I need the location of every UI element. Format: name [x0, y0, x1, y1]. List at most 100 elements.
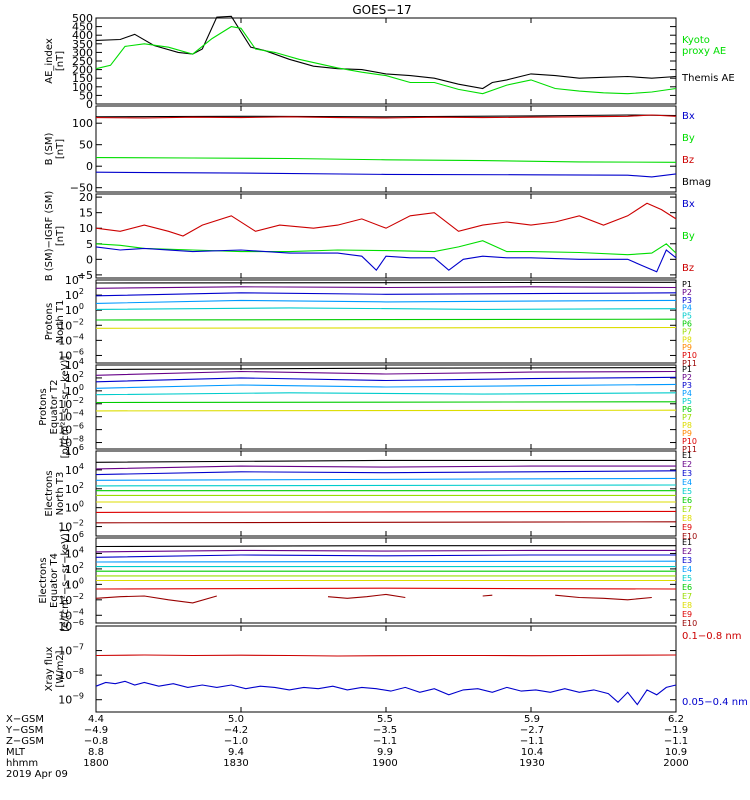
y-tick-exponent: 0	[79, 383, 84, 392]
series-line-e10d	[482, 594, 493, 597]
y-tick-exponent: −2	[72, 519, 84, 528]
x-row-label: hhmm	[6, 758, 38, 769]
x-tick-value: 1900	[372, 758, 397, 769]
legend-entry: E2	[682, 460, 692, 469]
y-axis-label: Electrons	[44, 470, 55, 516]
series-line-bmag	[95, 114, 677, 118]
legend-entry: P6	[682, 405, 692, 414]
y-tick-label: 0	[86, 160, 93, 173]
y-tick-exponent: −2	[72, 396, 84, 405]
series-line-e1	[95, 545, 676, 548]
series-line-bx	[95, 171, 677, 178]
legend-entry: E7	[682, 592, 692, 601]
y-tick-exponent: 4	[79, 545, 84, 554]
y-tick-exponent: −8	[72, 667, 84, 676]
legend-entry: E6	[682, 496, 692, 505]
y-tick-exponent: −7	[72, 643, 84, 652]
series-line-p1	[95, 281, 677, 284]
series-line-themis-ae	[95, 15, 677, 90]
x-tick-value: −4.9	[84, 725, 108, 736]
y-tick-exponent: 2	[79, 481, 84, 490]
series-line-p8	[95, 409, 677, 412]
legend-entry: Bx	[682, 111, 695, 122]
y-tick-exponent: 2	[79, 370, 84, 379]
series-line-e10	[95, 521, 677, 524]
legend-entry: P7	[682, 413, 692, 422]
date-label: 2019 Apr 09	[6, 769, 68, 780]
y-tick-exponent: 4	[79, 462, 84, 471]
legend-entry: Bz	[682, 263, 694, 274]
series-line-e3	[95, 554, 676, 558]
series-line-e10a	[95, 595, 217, 604]
series-line-e2	[95, 549, 676, 553]
legend-entry: By	[682, 133, 695, 144]
x-row-label: X−GSM	[6, 714, 44, 725]
legend-entry: By	[682, 231, 695, 242]
y-tick-exponent: −4	[72, 332, 84, 341]
legend-entry: Kyoto	[682, 35, 710, 46]
series-line-p2	[95, 370, 677, 376]
legend-entry: P8	[682, 335, 692, 344]
x-tick-value: −4.2	[224, 725, 248, 736]
x-tick-value: 1800	[83, 758, 108, 769]
legend-entry: E7	[682, 505, 692, 514]
y-tick-label: 100	[65, 500, 84, 515]
y-axis-label: Xray flux	[44, 647, 55, 692]
figure-title: GOES−17	[352, 3, 411, 17]
series-line-0-1-0-8-nm	[95, 654, 677, 657]
x-tick-value: 4.4	[88, 714, 104, 725]
y-axis-label: North T3	[55, 472, 66, 516]
series-line-e5	[95, 484, 677, 487]
y-axis-label: AE_index	[44, 38, 55, 84]
y-tick-label: 50	[79, 139, 93, 152]
legend-entry: E9	[682, 610, 692, 619]
series-line-e10e	[555, 594, 652, 601]
series-line-e3	[95, 470, 677, 476]
x-tick-value: 5.9	[524, 714, 540, 725]
legend-entry: E2	[682, 547, 692, 556]
series-line-p3	[95, 292, 677, 297]
y-tick-label: 100	[72, 81, 93, 94]
y-tick-exponent: −9	[72, 692, 84, 701]
y-tick-exponent: −2	[72, 317, 84, 326]
y-tick-label: 102	[65, 481, 84, 496]
series-line-e1	[95, 459, 676, 463]
legend-entry: P3	[682, 296, 692, 305]
x-tick-value: 6.2	[668, 714, 684, 725]
series-line-e10c	[385, 593, 406, 599]
y-tick-label: 50	[79, 89, 93, 102]
series-line-p5	[95, 392, 677, 396]
y-tick-label: 0	[86, 253, 93, 266]
legend-entry: P5	[682, 312, 692, 321]
panel-2: −50 0 50 100 B (SM) [nT] Bx By Bz Bmag	[44, 105, 711, 195]
x-tick-value: 8.8	[88, 747, 104, 758]
legend-entry: 0.1−0.8 nm	[682, 631, 741, 642]
series-line-bx	[95, 246, 677, 273]
y-tick-exponent: 6	[79, 530, 84, 539]
y-tick-label: 500	[72, 12, 93, 25]
legend-entry: E4	[682, 478, 692, 487]
series-line-0-05-0-4-nm	[95, 680, 677, 706]
legend-entry: E1	[682, 538, 692, 547]
x-row-label: MLT	[6, 747, 26, 758]
legend-entry: P1	[682, 365, 692, 374]
x-tick-value: 10.9	[665, 747, 687, 758]
x-tick-value: 9.4	[228, 747, 244, 758]
legend-entry: Bx	[682, 199, 695, 210]
x-tick-value: −1.1	[373, 736, 397, 747]
legend-entry: E6	[682, 583, 692, 592]
y-tick-exponent: −4	[72, 607, 84, 616]
y-tick-exponent: −6	[72, 347, 84, 356]
legend-entry: Themis AE	[681, 73, 735, 84]
y-axis-label: B (SM)−IGRF (SM)	[44, 191, 55, 282]
legend-entry: P1	[682, 280, 692, 289]
x-tick-value: −2.7	[520, 725, 544, 736]
y-axis-label: [nT]	[55, 139, 66, 159]
y-tick-exponent: 6	[79, 443, 84, 452]
